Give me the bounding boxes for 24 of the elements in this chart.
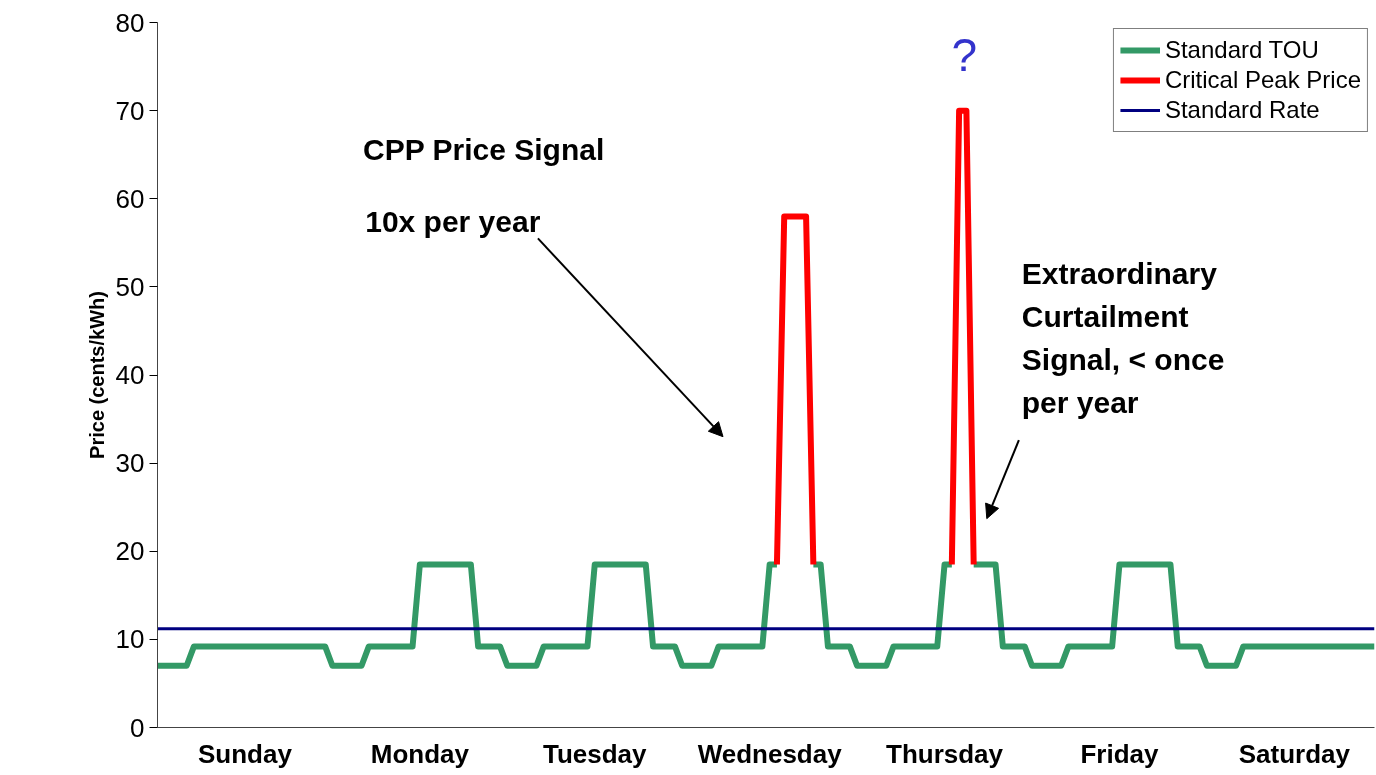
legend-label: Critical Peak Price xyxy=(1164,65,1361,95)
legend-label: Standard Rate xyxy=(1164,95,1320,125)
legend-label: Standard TOU xyxy=(1164,35,1319,65)
y-axis-title: Price (cents/kWh) xyxy=(85,291,108,459)
y-tick-label: 20 xyxy=(115,536,145,567)
x-tick-label: Sunday xyxy=(198,738,293,769)
annotation: ? xyxy=(951,29,978,82)
x-tick-label: Saturday xyxy=(1238,738,1351,769)
x-tick-label: Tuesday xyxy=(542,738,648,769)
y-tick-label: 10 xyxy=(115,624,145,655)
x-tick-label: Wednesday xyxy=(697,738,843,769)
x-tick-label: Thursday xyxy=(886,738,1004,769)
y-tick-label: 30 xyxy=(115,448,145,479)
y-tick-label: 0 xyxy=(130,712,145,743)
y-tick-label: 50 xyxy=(115,271,145,302)
y-tick-label: 80 xyxy=(115,7,145,38)
x-tick-label: Monday xyxy=(370,738,470,769)
x-tick-label: Friday xyxy=(1080,738,1159,769)
y-tick-label: 40 xyxy=(115,360,145,390)
annotation: CPP Price Signal xyxy=(363,132,605,166)
y-tick-label: 60 xyxy=(115,183,145,214)
annotation: Extraordinary Curtailment Signal, < once per year xyxy=(1021,256,1225,419)
y-tick-label: 70 xyxy=(115,95,145,126)
annotation: 10x per year xyxy=(365,204,541,238)
